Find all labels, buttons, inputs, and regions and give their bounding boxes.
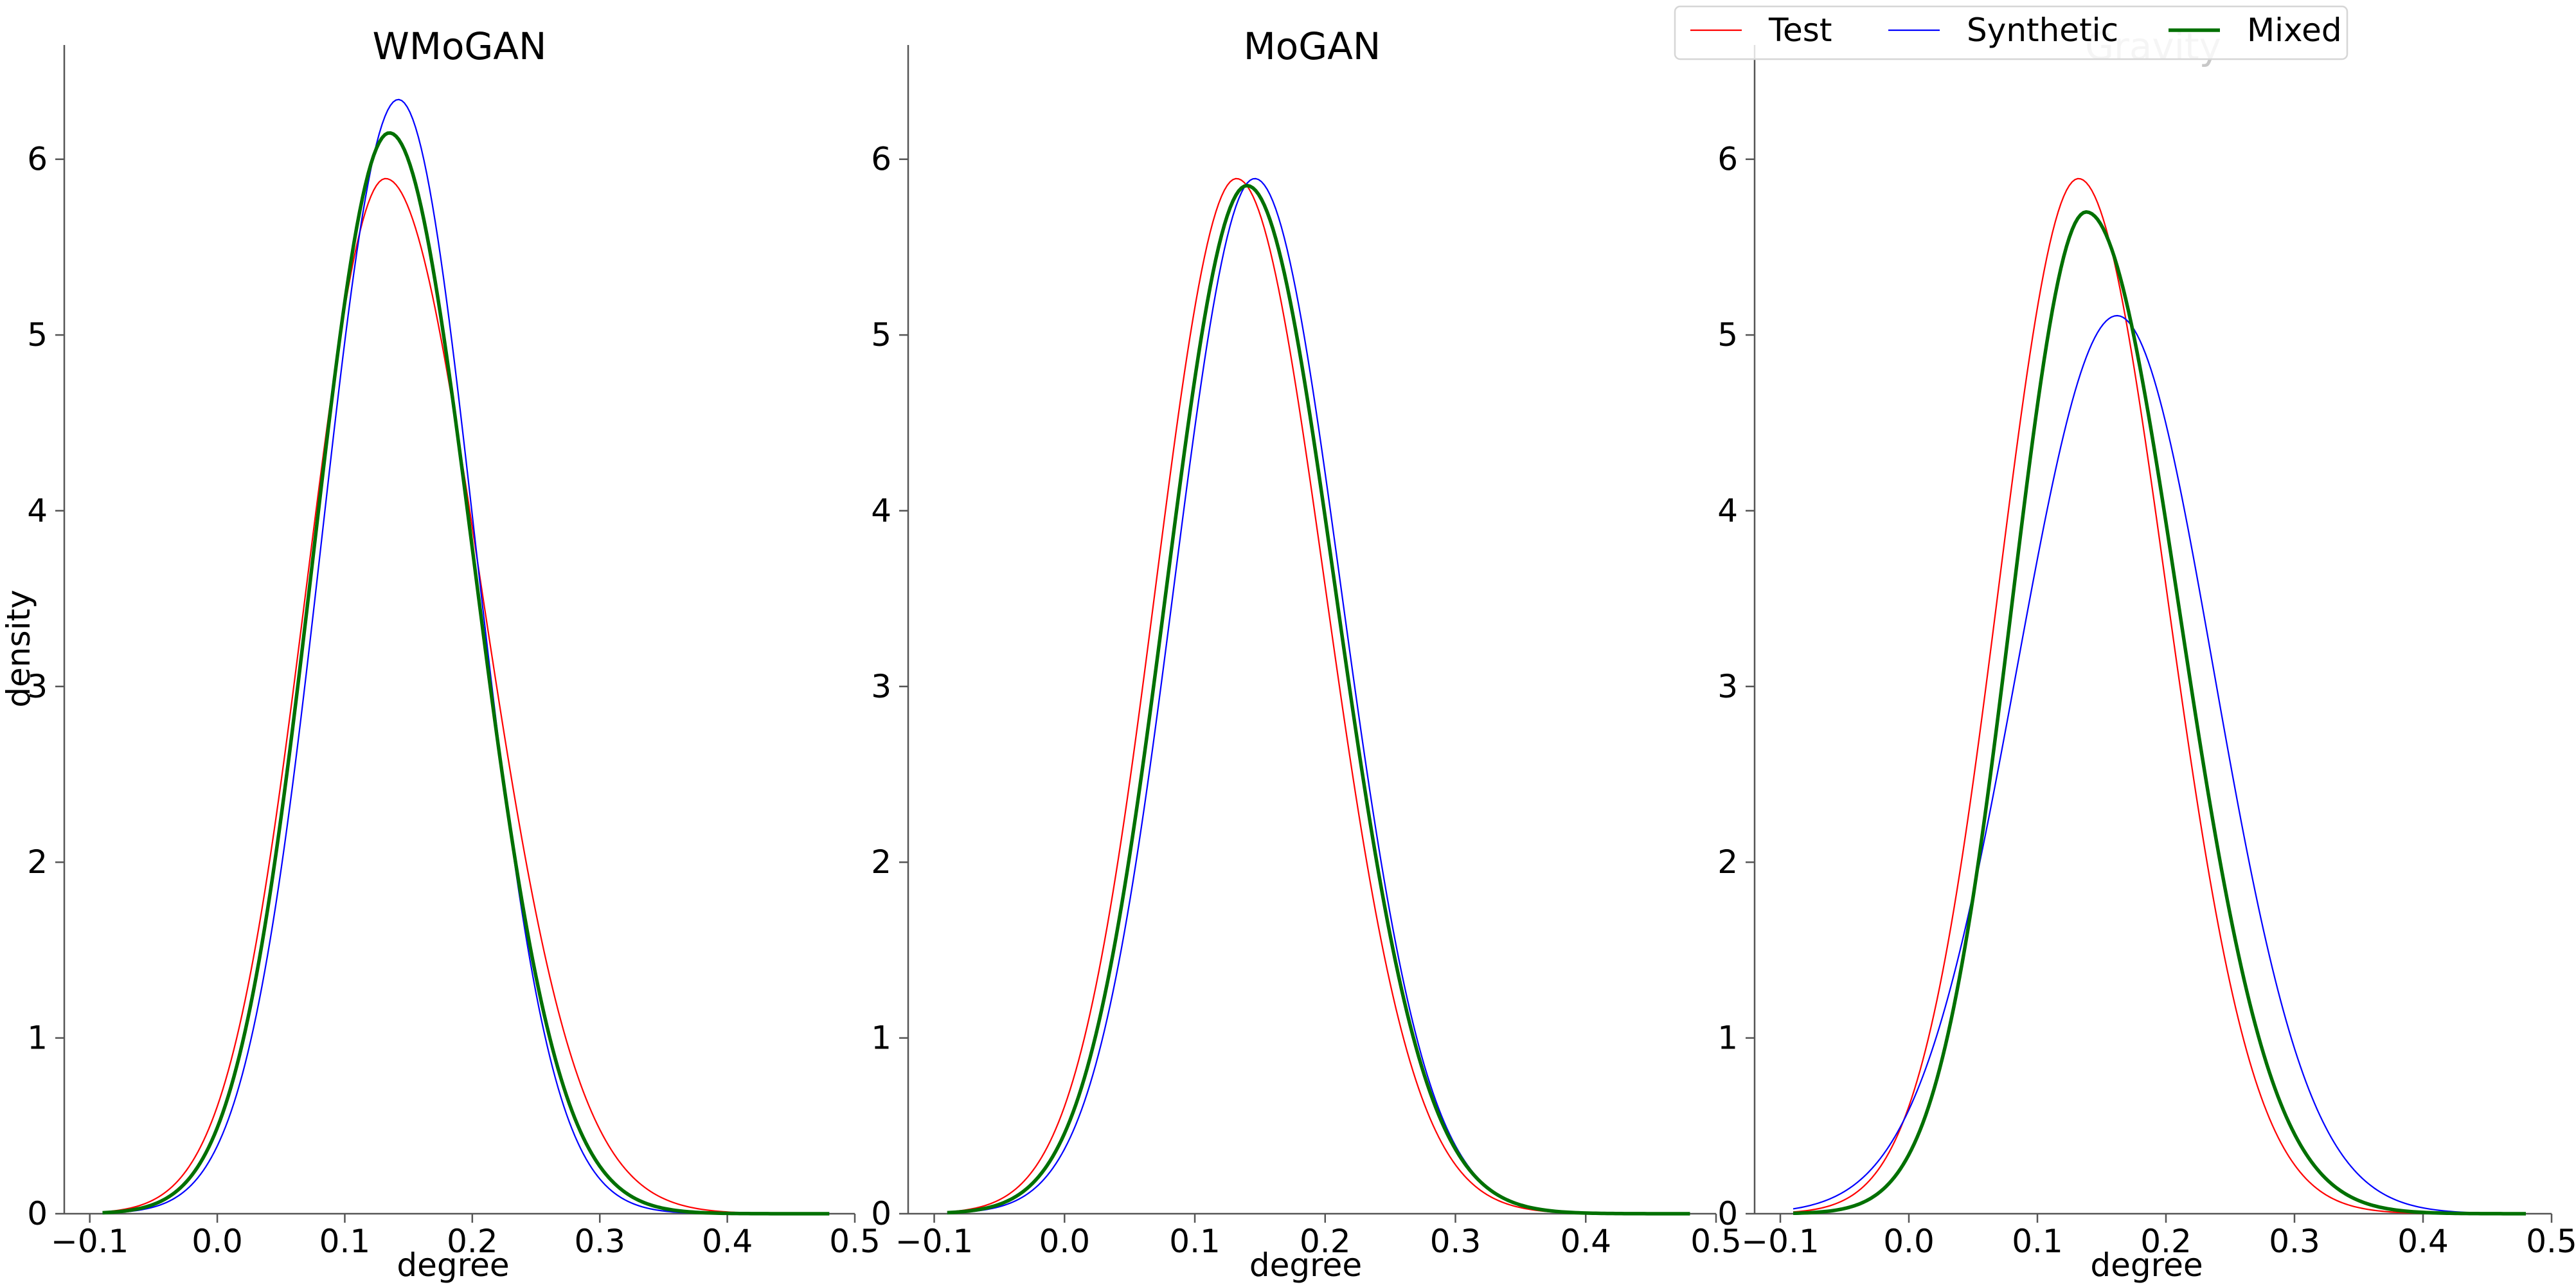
x-tick-label: 0.5 [2526,1223,2576,1260]
x-tick-label: 0.4 [2397,1223,2449,1260]
y-tick-label: 3 [1717,668,1738,705]
y-tick-label: 5 [1717,316,1738,354]
x-tick-label: 0.0 [1039,1223,1091,1260]
legend: Test Synthetic Mixed [1674,5,2348,60]
x-tick-label: 0.2 [1300,1223,1351,1260]
x-tick-label: 0.5 [1690,1223,1742,1260]
series-line-mixed [1793,210,2526,1216]
x-axis-label: degree [397,1246,509,1284]
series-line-synthetic [102,98,830,1215]
x-tick-label: 0.1 [319,1223,371,1260]
legend-label-synthetic: Synthetic [1967,12,2118,49]
y-tick-label: 1 [871,1020,891,1057]
y-tick-label: 3 [871,668,891,705]
x-tick-label: 0.0 [1883,1223,1935,1260]
legend-label-test: Test [1768,12,1832,49]
x-tick-label: 0.3 [2269,1223,2320,1260]
y-tick-label: 2 [27,843,48,881]
series-line-test [1793,177,2526,1215]
x-tick-label: −0.1 [1741,1223,1819,1260]
x-tick-label: 0.0 [192,1223,243,1260]
panel-title: MoGAN [1244,24,1381,68]
y-tick-label: 0 [871,1195,891,1232]
x-tick-label: −0.1 [895,1223,973,1260]
x-tick-label: 0.1 [1169,1223,1221,1260]
x-axis-label: degree [1249,1246,1362,1284]
panel-2: 0 1 2 3 4 5 6 −0.1 0.0 0.1 0.2 0.3 0.4 0.5 degree MoGAN [871,24,1742,1284]
y-tick-label: 6 [1717,141,1738,178]
y-tick-label: 6 [27,141,48,178]
series-line-synthetic [947,177,1690,1215]
panels: 0 1 2 3 4 5 6 −0.1 0.0 0.1 0.2 0.3 0.4 0.5 degree densi… [0,24,2576,1284]
y-tick-label: 1 [1717,1020,1738,1057]
x-tick-label: −0.1 [51,1223,129,1260]
series-line-test [102,177,830,1215]
x-tick-label: 0.2 [2140,1223,2192,1260]
panel-1: 0 1 2 3 4 5 6 −0.1 0.0 0.1 0.2 0.3 0.4 0.5 degree densi… [0,24,881,1284]
x-tick-label: 0.2 [447,1223,498,1260]
x-tick-label: 0.1 [2012,1223,2063,1260]
series-line-mixed [947,183,1690,1216]
y-tick-label: 2 [1717,843,1738,881]
y-tick-label: 5 [871,316,891,354]
series-line-synthetic [1793,314,2527,1214]
x-tick-label: 0.5 [829,1223,881,1260]
y-tick-label: 6 [871,141,891,178]
series-line-test [947,177,1690,1215]
x-tick-label: 0.4 [702,1223,753,1260]
series-line-mixed [102,131,830,1216]
y-axis-label: density [0,590,37,707]
y-tick-label: 0 [27,1195,48,1232]
y-tick-label: 5 [27,316,48,354]
y-tick-label: 4 [1717,492,1738,529]
x-tick-label: 0.3 [574,1223,625,1260]
y-tick-label: 3 [27,668,48,705]
legend-box [1674,5,2348,60]
x-tick-label: 0.4 [1560,1223,1611,1260]
x-tick-label: 0.3 [1430,1223,1481,1260]
panel-3: 0123456−0.10.00.10.20.30.40.5degreeGravi… [1717,24,2576,1284]
y-tick-label: 4 [27,492,48,529]
legend-label-mixed: Mixed [2247,12,2342,49]
y-tick-label: 4 [871,492,891,529]
y-tick-label: 0 [1717,1195,1738,1232]
x-axis-label: degree [2090,1246,2203,1284]
y-tick-label: 1 [27,1020,48,1057]
panel-title: WMoGAN [373,24,547,68]
y-tick-label: 2 [871,843,891,881]
